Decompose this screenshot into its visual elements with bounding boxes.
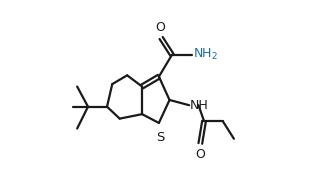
Text: S: S	[156, 131, 165, 144]
Text: NH$_2$: NH$_2$	[193, 47, 218, 62]
Text: NH: NH	[190, 99, 209, 112]
Text: O: O	[155, 21, 165, 34]
Text: O: O	[195, 148, 205, 161]
